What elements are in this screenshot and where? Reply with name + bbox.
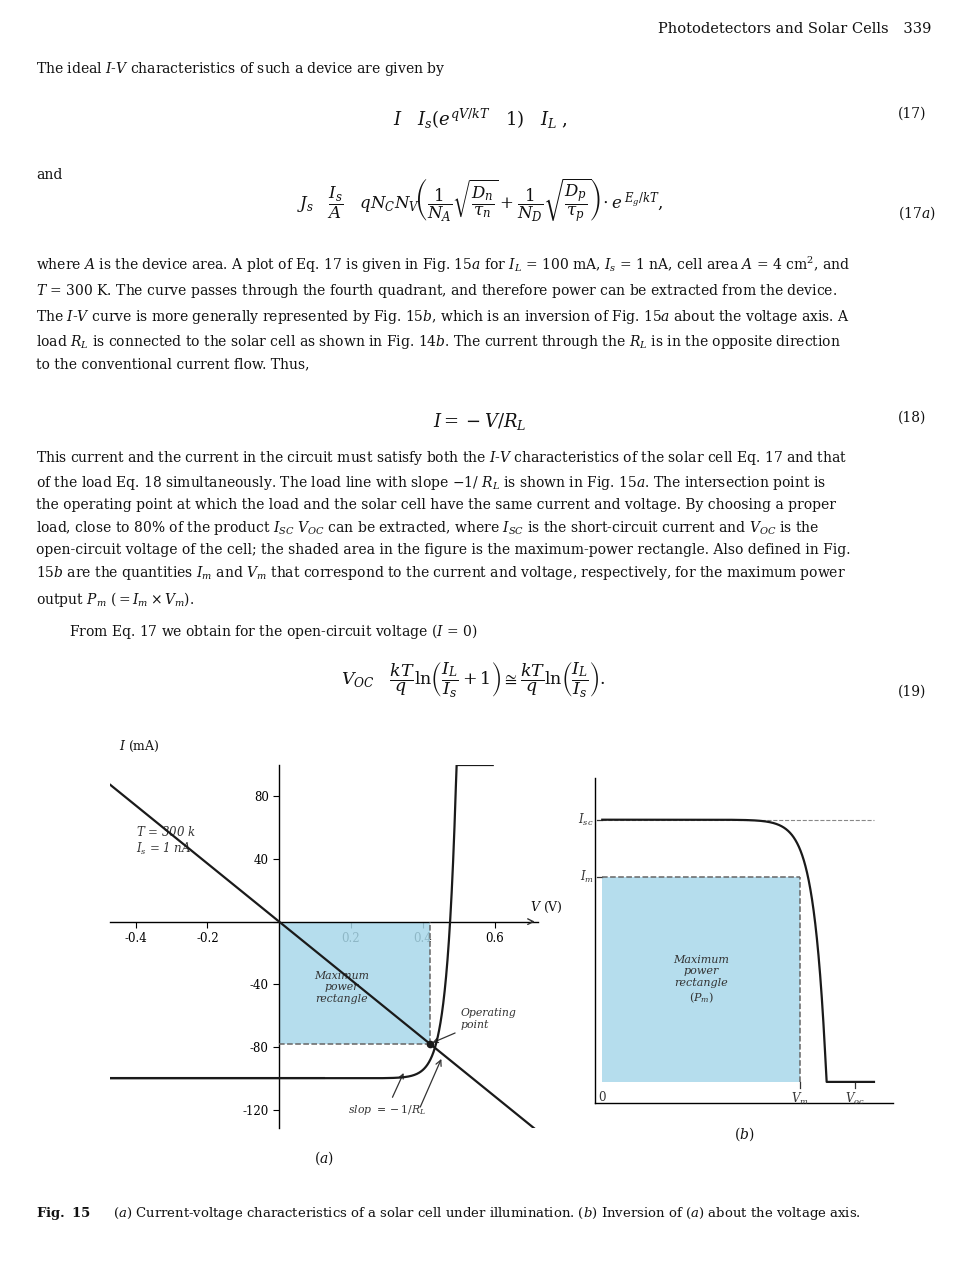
Text: Maximum
power
rectangle: Maximum power rectangle	[315, 970, 370, 1003]
Text: where $A$ is the device area. A plot of Eq. 17 is given in Fig. 15$a$ for $I_L$ : where $A$ is the device area. A plot of …	[36, 255, 851, 371]
Text: slop $= -1/R_L$: slop $= -1/R_L$	[348, 1075, 426, 1117]
Text: (17): (17)	[898, 107, 926, 121]
Text: $V_m$: $V_m$	[791, 1091, 809, 1107]
Text: (17$a$): (17$a$)	[898, 204, 935, 222]
Bar	[279, 922, 430, 1044]
Text: 0: 0	[598, 1091, 606, 1104]
Text: $I\quad I_s(e^{qV/kT}\quad 1)\quad I_L\;,$: $I\quad I_s(e^{qV/kT}\quad 1)\quad I_L\;…	[393, 107, 567, 131]
Text: $T$ = 300 k
$I_s$ = 1 nA: $T$ = 300 k $I_s$ = 1 nA	[135, 825, 195, 857]
Text: From Eq. 17 we obtain for the open-circuit voltage ($I$ = 0): From Eq. 17 we obtain for the open-circu…	[69, 622, 478, 641]
Text: $I =-V/R_L$: $I =-V/R_L$	[433, 411, 527, 431]
Text: $V_{oc}$: $V_{oc}$	[845, 1091, 865, 1107]
Text: $J_s\quad\dfrac{I_s}{A}\quad qN_C N_V\!\left(\dfrac{1}{N_A}\sqrt{\dfrac{D_n}{\ta: $J_s\quad\dfrac{I_s}{A}\quad qN_C N_V\!\…	[297, 176, 663, 223]
Text: ($a$) Current-voltage characteristics of a solar cell under illumination. ($b$) : ($a$) Current-voltage characteristics of…	[113, 1205, 861, 1221]
Text: (19): (19)	[898, 685, 926, 699]
Text: Photodetectors and Solar Cells  339: Photodetectors and Solar Cells 339	[658, 22, 931, 36]
Text: $I$ (mA): $I$ (mA)	[119, 740, 159, 754]
Text: $V_{OC}\quad\dfrac{kT}{q}\ln\!\left(\dfrac{I_L}{I_s}+1\right)\cong\dfrac{kT}{q}\: $V_{OC}\quad\dfrac{kT}{q}\ln\!\left(\dfr…	[341, 660, 605, 700]
Text: Operating
point: Operating point	[434, 1009, 516, 1043]
Bar	[602, 877, 800, 1082]
Text: $I_m$: $I_m$	[580, 870, 594, 885]
Text: (18): (18)	[898, 411, 926, 425]
Text: $(b)$: $(b)$	[733, 1126, 755, 1142]
Text: $I_{sc}$: $I_{sc}$	[578, 812, 594, 827]
Text: $(a)$: $(a)$	[314, 1150, 334, 1167]
Text: $\mathbf{Fig.\ 15}$: $\mathbf{Fig.\ 15}$	[36, 1205, 91, 1221]
Text: $V$ (V): $V$ (V)	[531, 900, 564, 915]
Text: Maximum
power
rectangle
$(P_m)$: Maximum power rectangle $(P_m)$	[673, 955, 729, 1005]
Text: and: and	[36, 168, 62, 182]
Text: This current and the current in the circuit must satisfy both the $I$-$V$ charac: This current and the current in the circ…	[36, 449, 851, 609]
Text: The ideal $I$-$V$ characteristics of such a device are given by: The ideal $I$-$V$ characteristics of suc…	[36, 60, 446, 78]
